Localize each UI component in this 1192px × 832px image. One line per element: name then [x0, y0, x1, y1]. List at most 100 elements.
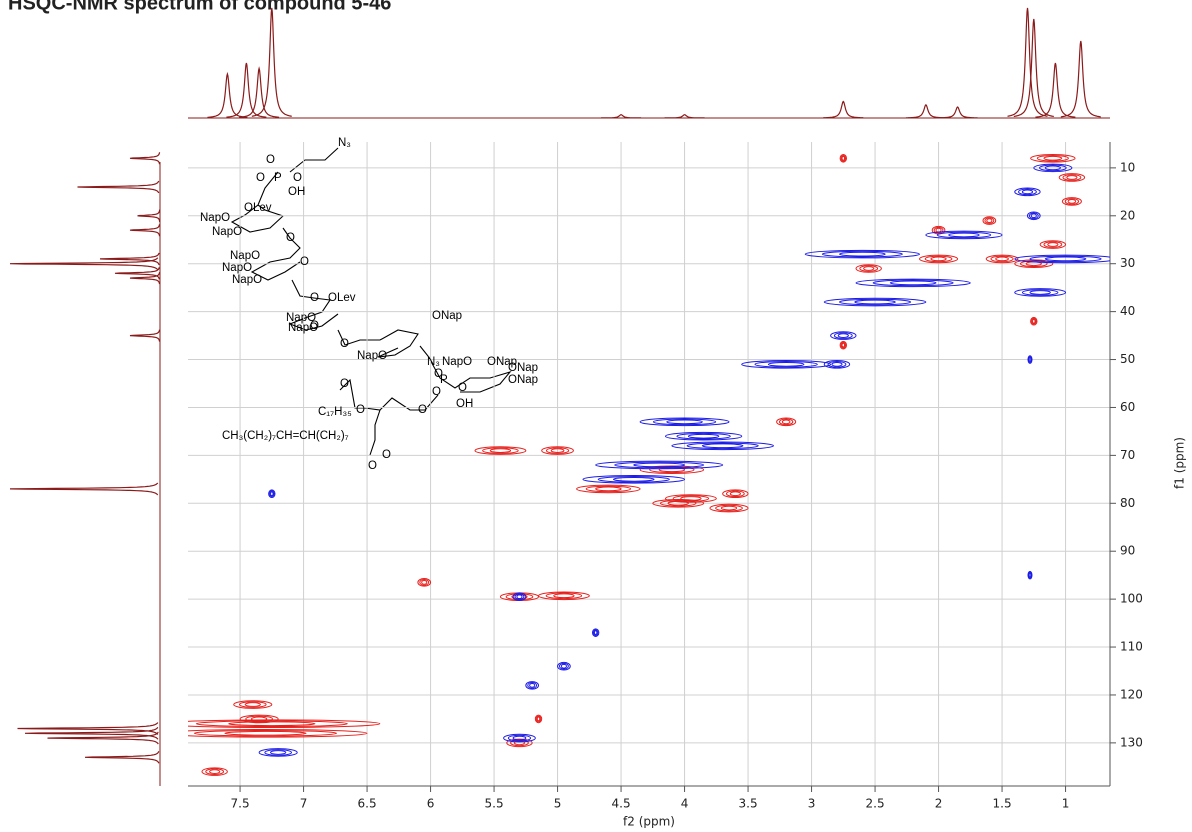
structure-label: NapO	[442, 356, 472, 368]
cross-peak	[741, 360, 832, 369]
cross-peak	[1026, 211, 1041, 221]
cross-peak	[986, 218, 993, 223]
cross-peak	[1014, 254, 1110, 264]
structure-label: NapO	[286, 312, 316, 324]
cross-peak	[536, 716, 541, 722]
cross-peak	[270, 491, 274, 497]
cross-peak	[1066, 175, 1078, 180]
cross-peak	[687, 433, 720, 439]
cross-peak	[838, 251, 886, 257]
y-tick-label: 100	[1120, 592, 1143, 606]
x-tick-label: 6.5	[358, 797, 377, 811]
structure-label: O	[432, 386, 441, 398]
cross-peak	[1033, 163, 1073, 173]
cross-peak	[244, 702, 261, 707]
cross-peak	[1067, 199, 1077, 204]
cross-peak	[1014, 288, 1067, 297]
projection-peak	[1060, 40, 1101, 118]
cross-peak	[1027, 355, 1033, 364]
cross-peak	[659, 499, 697, 507]
peaks	[188, 153, 1110, 776]
structure-label: NapO	[212, 226, 242, 238]
x-tick-label: 2.5	[866, 797, 885, 811]
cross-peak	[1031, 317, 1037, 325]
cross-peak	[652, 498, 705, 508]
cross-peak	[1029, 290, 1051, 295]
cross-peak	[1028, 571, 1032, 579]
cross-peak	[419, 579, 430, 586]
x-tick-label: 4.5	[612, 797, 631, 811]
cross-peak	[597, 475, 670, 483]
cross-peak	[538, 591, 590, 601]
x-tick-label: 7	[300, 797, 308, 811]
cross-peak	[652, 418, 717, 426]
cross-peak	[859, 265, 879, 272]
cross-peak	[841, 155, 846, 161]
projection-peak	[99, 252, 160, 266]
cross-peak	[933, 226, 944, 234]
projection-peak	[47, 731, 159, 745]
structure-label: ONap	[508, 374, 538, 386]
projection-peak	[9, 482, 159, 496]
cross-peak	[1058, 173, 1086, 182]
cross-peak	[925, 230, 1003, 240]
cross-peak	[1036, 154, 1069, 162]
projection-peak	[664, 114, 705, 119]
cross-peak	[238, 701, 267, 708]
cross-peak	[666, 419, 703, 425]
cross-peak	[258, 748, 298, 757]
cross-peak	[671, 441, 774, 451]
x-tick-label: 1	[1062, 797, 1070, 811]
cross-peak	[709, 503, 749, 513]
cross-peak	[827, 360, 847, 368]
structure-label: O	[293, 172, 302, 184]
cross-peak	[837, 333, 849, 338]
cross-peak	[503, 733, 536, 743]
structure-label: P	[274, 172, 282, 184]
cross-peak	[995, 256, 1009, 262]
cross-peak	[823, 360, 851, 369]
cross-peak	[270, 750, 287, 755]
structure-label: OH	[288, 186, 305, 198]
y-tick-label: 70	[1120, 448, 1135, 462]
cross-peak	[1014, 187, 1041, 197]
cross-peak	[228, 721, 316, 727]
cross-peak	[665, 494, 717, 503]
cross-peak	[776, 417, 797, 427]
cross-peak	[1039, 240, 1067, 249]
structure-label: N₃	[338, 137, 351, 149]
cross-peak	[919, 254, 959, 264]
y-tick-label: 30	[1120, 256, 1135, 270]
cross-peak	[778, 418, 794, 426]
y-tick-label: 50	[1120, 352, 1135, 366]
cross-peak	[889, 280, 937, 286]
projection-peak	[17, 722, 159, 735]
projection-peak	[823, 100, 864, 119]
cross-peak	[667, 500, 689, 506]
cross-peak	[550, 448, 565, 453]
cross-peak	[1030, 316, 1038, 326]
cross-peak	[990, 255, 1014, 263]
cross-peak	[421, 579, 428, 585]
cross-peak	[1043, 241, 1063, 248]
chart-title: HSQC-NMR spectrum of compound 5-46	[8, 0, 391, 14]
cross-peak	[507, 734, 532, 742]
cross-peak	[269, 490, 275, 498]
cross-peak	[1028, 572, 1032, 578]
cross-peak	[781, 419, 791, 425]
x-tick-label: 5	[554, 797, 562, 811]
cross-peak	[639, 465, 705, 475]
cross-peak	[1028, 356, 1032, 363]
cross-peak	[924, 255, 953, 263]
cross-peak	[593, 630, 598, 636]
cross-peak	[205, 768, 225, 775]
projection-peak	[601, 114, 642, 119]
cross-peak	[1044, 165, 1061, 171]
y-tick-label: 10	[1120, 160, 1135, 174]
cross-peak	[639, 417, 730, 427]
cross-peak	[1028, 212, 1039, 220]
structure-label: O	[340, 338, 349, 350]
cross-peak	[516, 594, 523, 600]
structure-label: O	[356, 404, 365, 416]
cross-peak	[839, 153, 847, 163]
